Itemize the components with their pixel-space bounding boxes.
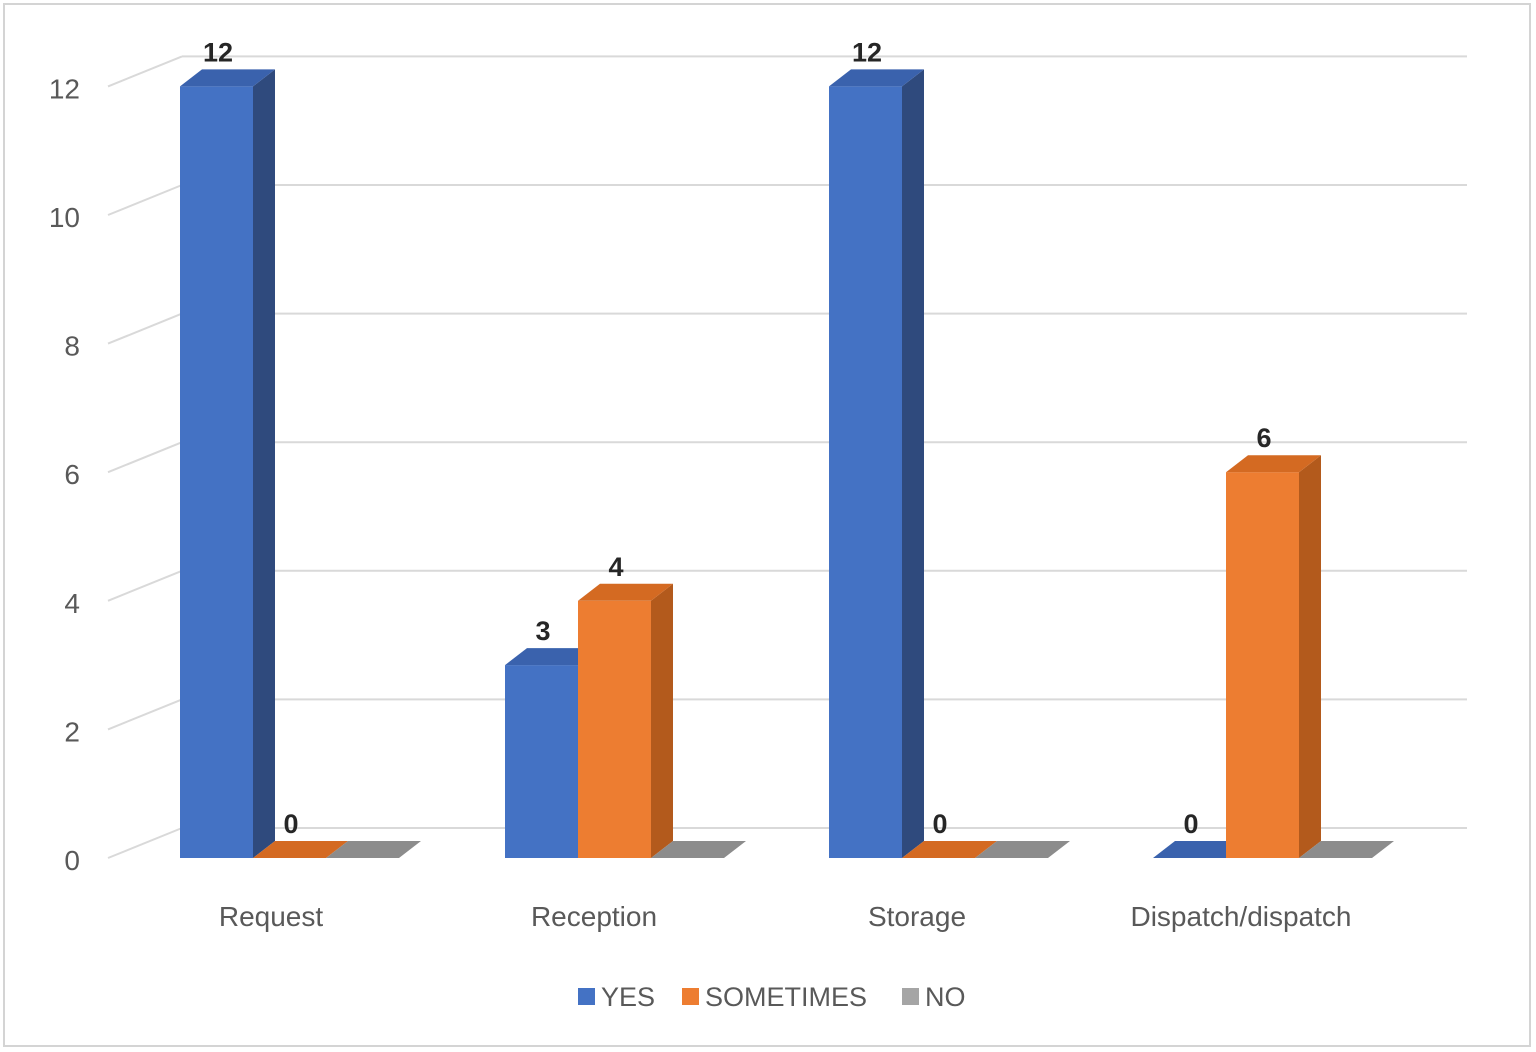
bar-top bbox=[180, 69, 275, 87]
bar-side bbox=[651, 583, 673, 858]
bar bbox=[651, 841, 746, 858]
legend: YES SOMETIMES NO bbox=[578, 982, 966, 1012]
bar bbox=[578, 583, 673, 858]
y-tick-label: 12 bbox=[49, 73, 80, 104]
gridline-depth bbox=[107, 827, 183, 859]
y-tick-label: 2 bbox=[64, 716, 80, 747]
bars bbox=[180, 69, 1394, 858]
gridline-depth bbox=[107, 698, 183, 731]
bar-top bbox=[829, 69, 924, 87]
y-tick-label: 10 bbox=[49, 202, 80, 233]
data-label: 0 bbox=[1183, 809, 1198, 839]
y-tick-label: 4 bbox=[64, 588, 80, 619]
y-tick-label: 0 bbox=[64, 845, 80, 876]
data-label: 6 bbox=[1256, 423, 1271, 453]
bar-top bbox=[902, 841, 997, 858]
data-label: 0 bbox=[283, 809, 298, 839]
data-label: 12 bbox=[852, 37, 882, 67]
gridline-depth bbox=[107, 441, 183, 474]
bar-front bbox=[1226, 472, 1299, 858]
x-category-label: Dispatch/dispatch bbox=[1130, 901, 1351, 932]
bar-top bbox=[253, 841, 348, 858]
bar bbox=[975, 841, 1070, 858]
bar-side bbox=[253, 69, 275, 858]
bar-front bbox=[505, 665, 578, 858]
gridline-depth bbox=[107, 184, 183, 216]
gridline-depth bbox=[107, 569, 183, 602]
x-category-label: Reception bbox=[531, 901, 657, 932]
legend-label: NO bbox=[925, 982, 966, 1012]
bar-top bbox=[651, 841, 746, 858]
bar-top bbox=[1226, 455, 1321, 473]
bar-top bbox=[505, 648, 600, 666]
legend-item: NO bbox=[902, 982, 966, 1012]
bar-top bbox=[975, 841, 1070, 858]
bar-side bbox=[902, 69, 924, 858]
data-labels: 12 0 3 4 12 0 0 6 bbox=[203, 37, 1272, 839]
legend-item: SOMETIMES bbox=[682, 982, 867, 1012]
y-axis-tick-labels: 0 2 4 6 8 10 12 bbox=[49, 73, 80, 876]
bar bbox=[902, 841, 997, 858]
data-label: 0 bbox=[932, 809, 947, 839]
bar-side bbox=[1299, 455, 1321, 858]
legend-label: YES bbox=[601, 982, 655, 1012]
bar-top bbox=[326, 841, 421, 858]
bar-front bbox=[829, 86, 902, 858]
bar bbox=[253, 841, 348, 858]
x-category-label: Request bbox=[219, 901, 324, 932]
legend-swatch bbox=[578, 988, 595, 1005]
y-tick-label: 6 bbox=[64, 459, 80, 490]
legend-swatch bbox=[682, 988, 699, 1005]
bar-front bbox=[578, 600, 651, 858]
data-label: 3 bbox=[535, 616, 550, 646]
gridline-depth bbox=[107, 55, 183, 88]
data-label: 12 bbox=[203, 37, 233, 67]
y-tick-label: 8 bbox=[64, 331, 80, 362]
bar-front bbox=[180, 86, 253, 858]
gridline-depth bbox=[107, 312, 183, 345]
x-category-label: Storage bbox=[868, 901, 966, 932]
bar bbox=[180, 69, 275, 858]
legend-label: SOMETIMES bbox=[705, 982, 867, 1012]
x-axis-category-labels: Request Reception Storage Dispatch/dispatch bbox=[219, 901, 1352, 932]
bar bbox=[1226, 455, 1321, 858]
bar bbox=[326, 841, 421, 858]
bar bbox=[829, 69, 924, 858]
bar bbox=[1153, 841, 1248, 858]
bar-top bbox=[1153, 841, 1248, 858]
bar bbox=[1299, 841, 1394, 858]
data-label: 4 bbox=[608, 552, 623, 582]
bar-top bbox=[1299, 841, 1394, 858]
legend-item: YES bbox=[578, 982, 655, 1012]
legend-swatch bbox=[902, 988, 919, 1005]
bar-top bbox=[578, 583, 673, 601]
